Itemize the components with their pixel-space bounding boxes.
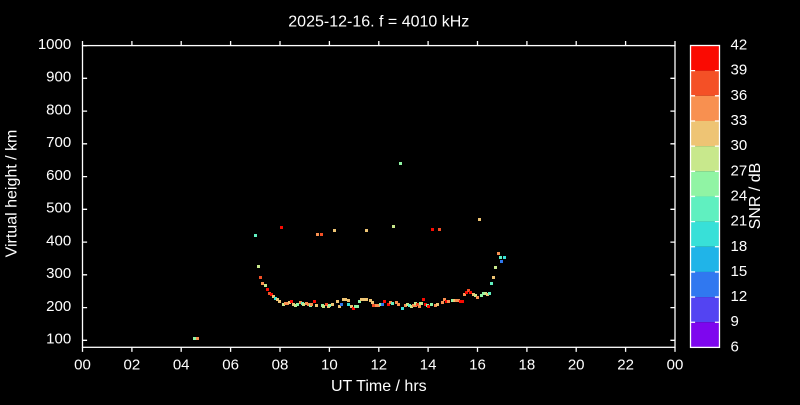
svg-text:00: 00 (74, 357, 91, 374)
svg-text:10: 10 (321, 357, 338, 374)
svg-text:22: 22 (617, 357, 634, 374)
svg-text:12: 12 (731, 288, 748, 305)
svg-text:30: 30 (731, 137, 748, 154)
svg-text:16: 16 (469, 357, 486, 374)
svg-text:100: 100 (46, 331, 71, 348)
svg-text:SNR / dB: SNR / dB (747, 163, 764, 230)
svg-text:24: 24 (731, 187, 748, 204)
svg-text:800: 800 (46, 102, 71, 119)
svg-text:200: 200 (46, 298, 71, 315)
svg-text:UT Time / hrs: UT Time / hrs (331, 378, 427, 395)
svg-text:14: 14 (420, 357, 437, 374)
svg-text:700: 700 (46, 134, 71, 151)
svg-text:04: 04 (173, 357, 190, 374)
svg-text:02: 02 (124, 357, 141, 374)
svg-text:42: 42 (731, 37, 748, 54)
svg-text:500: 500 (46, 200, 71, 217)
svg-text:12: 12 (370, 357, 387, 374)
svg-text:18: 18 (519, 357, 536, 374)
svg-text:06: 06 (222, 357, 239, 374)
svg-text:15: 15 (731, 263, 748, 280)
svg-text:27: 27 (731, 162, 748, 179)
svg-text:2025-12-16. f = 4010 kHz: 2025-12-16. f = 4010 kHz (288, 14, 469, 31)
svg-text:20: 20 (568, 357, 585, 374)
svg-text:Virtual height / km: Virtual height / km (4, 130, 21, 258)
svg-text:00: 00 (667, 357, 684, 374)
svg-text:400: 400 (46, 233, 71, 250)
svg-text:900: 900 (46, 69, 71, 86)
svg-text:33: 33 (731, 112, 748, 129)
svg-text:1000: 1000 (38, 36, 71, 53)
svg-text:18: 18 (731, 238, 748, 255)
svg-text:21: 21 (731, 213, 748, 230)
svg-text:9: 9 (731, 313, 739, 330)
svg-text:36: 36 (731, 87, 748, 104)
svg-text:300: 300 (46, 265, 71, 282)
svg-text:39: 39 (731, 62, 748, 79)
svg-text:6: 6 (731, 338, 739, 355)
svg-text:600: 600 (46, 167, 71, 184)
svg-text:08: 08 (272, 357, 289, 374)
